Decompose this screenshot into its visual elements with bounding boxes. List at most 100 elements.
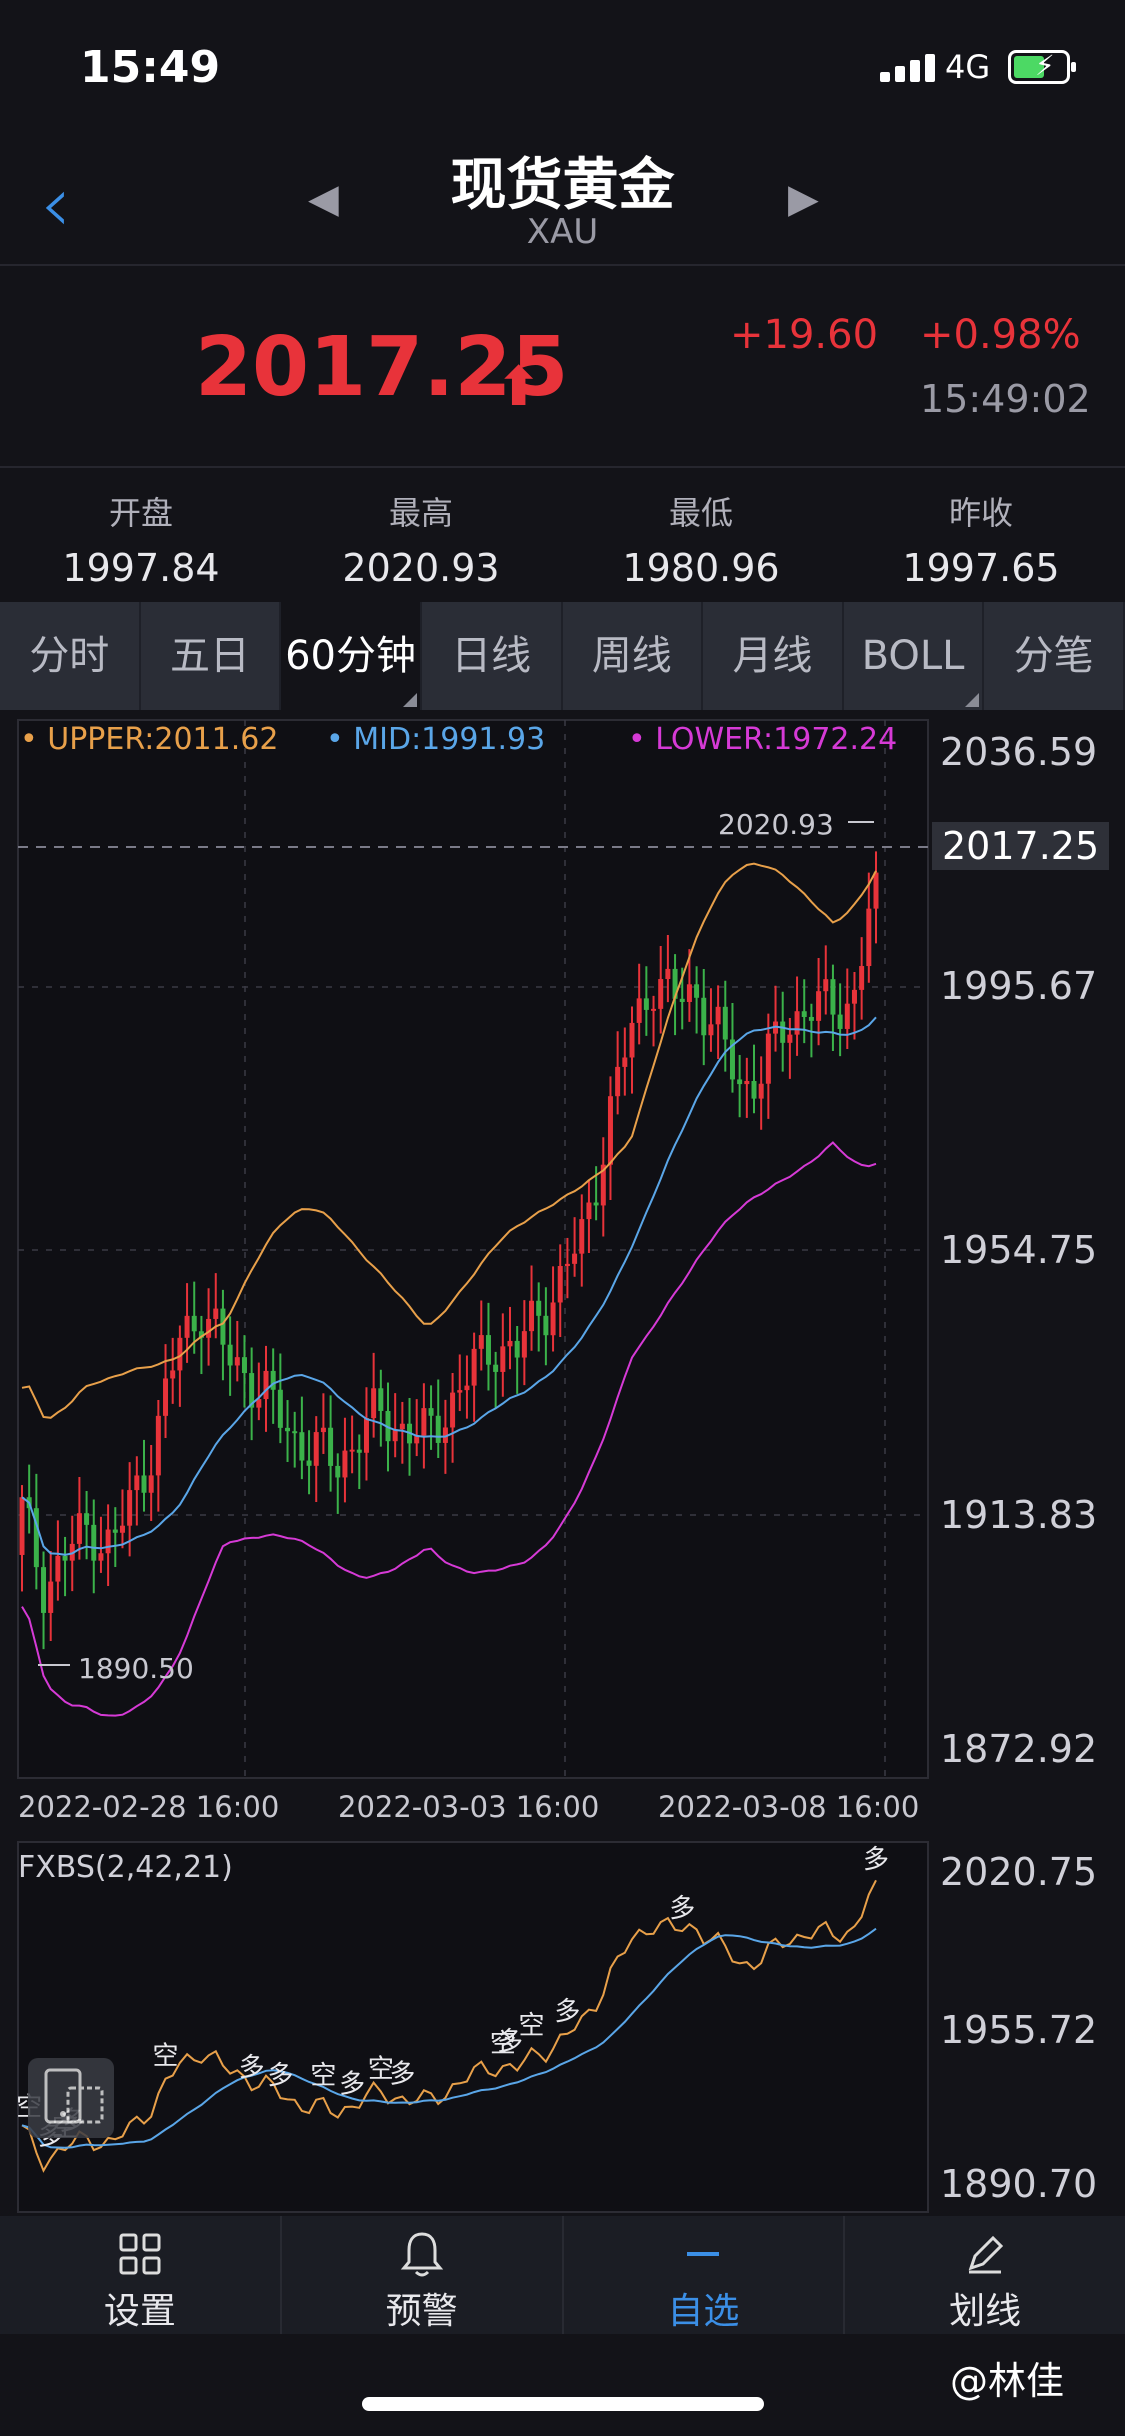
last-price: 2017.25 xyxy=(195,320,569,415)
tab-five-day[interactable]: 五日 xyxy=(141,602,282,710)
candle-body xyxy=(808,1016,814,1021)
tab-monthly[interactable]: 月线 xyxy=(703,602,844,710)
candle-body xyxy=(536,1300,542,1316)
candle-body xyxy=(593,1202,599,1206)
y-axis-label: 2036.59 xyxy=(940,730,1098,774)
candle-body xyxy=(227,1344,233,1366)
candle-body xyxy=(33,1508,39,1568)
candle-body xyxy=(866,908,872,967)
price-change-percent: +0.98% xyxy=(920,312,1081,358)
candle-body xyxy=(320,1427,326,1433)
signal-label: 多 xyxy=(267,2061,293,2091)
tab-ticks[interactable]: 分笔 xyxy=(984,602,1125,710)
candle-body xyxy=(823,979,829,992)
candle-body xyxy=(220,1308,226,1345)
candle-body xyxy=(335,1465,341,1478)
candle-body xyxy=(543,1315,549,1336)
nav-settings[interactable]: 设置 xyxy=(0,2216,282,2334)
legend-mid-text: MID:1991.93 xyxy=(353,722,546,757)
tab-timeshare[interactable]: 分时 xyxy=(0,602,141,710)
candle-body xyxy=(844,1003,850,1029)
candle-body xyxy=(98,1553,104,1561)
divider xyxy=(0,466,1125,468)
legend-lower-text: LOWER:1972.24 xyxy=(655,722,898,757)
signal-label: 多 xyxy=(389,2059,415,2089)
candle-body xyxy=(234,1357,240,1366)
candle-body xyxy=(478,1335,484,1349)
bottom-nav: 设置 预警 自选 划线 xyxy=(0,2216,1125,2334)
legend-lower: • LOWER:1972.24 xyxy=(628,722,898,757)
candle-body xyxy=(758,1083,764,1099)
candle-body xyxy=(521,1331,527,1358)
candle-body xyxy=(500,1346,506,1372)
candle-body xyxy=(299,1432,305,1461)
previous-instrument-icon[interactable]: ◀ xyxy=(308,176,339,222)
stat-value: 1997.65 xyxy=(902,546,1060,590)
tab-daily[interactable]: 日线 xyxy=(422,602,563,710)
signal-label: 空 xyxy=(153,2042,179,2072)
boll-upper-line xyxy=(21,862,877,1419)
tab-boll[interactable]: BOLL xyxy=(844,602,985,710)
battery-icon: ⚡ xyxy=(1008,49,1076,84)
candle-body xyxy=(306,1460,312,1466)
candle-body xyxy=(177,1337,183,1371)
sub-y-axis-label: 1955.72 xyxy=(940,2008,1098,2052)
tab-60min[interactable]: 60分钟 xyxy=(281,602,422,710)
candle-body xyxy=(816,991,822,1021)
signal-label: 多 xyxy=(863,1845,889,1875)
candle-body xyxy=(285,1427,291,1432)
signal-label: 空 xyxy=(519,2011,545,2041)
kline-chart[interactable]: 空多空多空多多空多空多空多空多多多 xyxy=(0,0,1125,2216)
candle-body xyxy=(442,1427,448,1443)
candle-body xyxy=(873,872,879,909)
signal-label: 多 xyxy=(339,2070,365,2100)
nav-alert[interactable]: 预警 xyxy=(282,2216,564,2334)
next-instrument-icon[interactable]: ▶ xyxy=(788,176,819,222)
candle-body xyxy=(91,1524,97,1561)
stat-label: 昨收 xyxy=(948,494,1013,532)
candle-body xyxy=(213,1308,219,1319)
candle-body xyxy=(450,1392,456,1428)
signal-label: 多 xyxy=(239,2053,265,2083)
candle-body xyxy=(485,1335,491,1365)
candle-body xyxy=(292,1431,298,1434)
nav-label: 划线 xyxy=(949,2291,1022,2332)
tab-weekly[interactable]: 周线 xyxy=(563,602,704,710)
home-indicator[interactable] xyxy=(362,2397,764,2411)
candle-body xyxy=(421,1408,427,1436)
candle-body xyxy=(665,968,671,980)
stat-label: 最低 xyxy=(668,494,733,532)
candle-body xyxy=(737,1079,743,1085)
candle-body xyxy=(241,1357,247,1374)
nav-draw-line[interactable]: 划线 xyxy=(845,2216,1125,2334)
legend-upper: • UPPER:2011.62 xyxy=(20,722,279,757)
candle-body xyxy=(119,1525,125,1533)
sub-y-axis-label: 2020.75 xyxy=(940,1850,1098,1894)
candle-body xyxy=(622,1057,628,1067)
signal-label: 多 xyxy=(554,1997,580,2027)
candle-body xyxy=(112,1529,118,1533)
nav-label: 设置 xyxy=(103,2291,176,2332)
candle-body xyxy=(76,1513,82,1544)
legend-mid: • MID:1991.93 xyxy=(326,722,546,757)
legend-upper-text: UPPER:2011.62 xyxy=(47,722,279,757)
x-axis-label: 2022-02-28 16:00 xyxy=(18,1790,280,1824)
boll-lower-line xyxy=(21,1141,877,1717)
fullscreen-toggle-button[interactable] xyxy=(28,2058,114,2138)
sub-chart-title: FXBS(2,42,21) xyxy=(18,1850,233,1885)
candle-body xyxy=(41,1567,47,1613)
y-axis-label: 1872.92 xyxy=(940,1727,1098,1771)
candle-body xyxy=(636,998,642,1023)
candle-body xyxy=(141,1475,147,1493)
network-label: 4G xyxy=(945,48,991,86)
nav-watchlist[interactable]: 自选 xyxy=(564,2216,846,2334)
candle-body xyxy=(851,989,857,1004)
candle-body xyxy=(48,1581,54,1613)
candle-body xyxy=(794,1011,800,1035)
candle-body xyxy=(378,1388,384,1411)
candle-body xyxy=(349,1449,355,1452)
candle-body xyxy=(270,1370,276,1390)
candle-body xyxy=(557,1266,563,1303)
pen-icon xyxy=(845,2226,1125,2282)
back-icon[interactable]: ‹ xyxy=(40,160,72,250)
